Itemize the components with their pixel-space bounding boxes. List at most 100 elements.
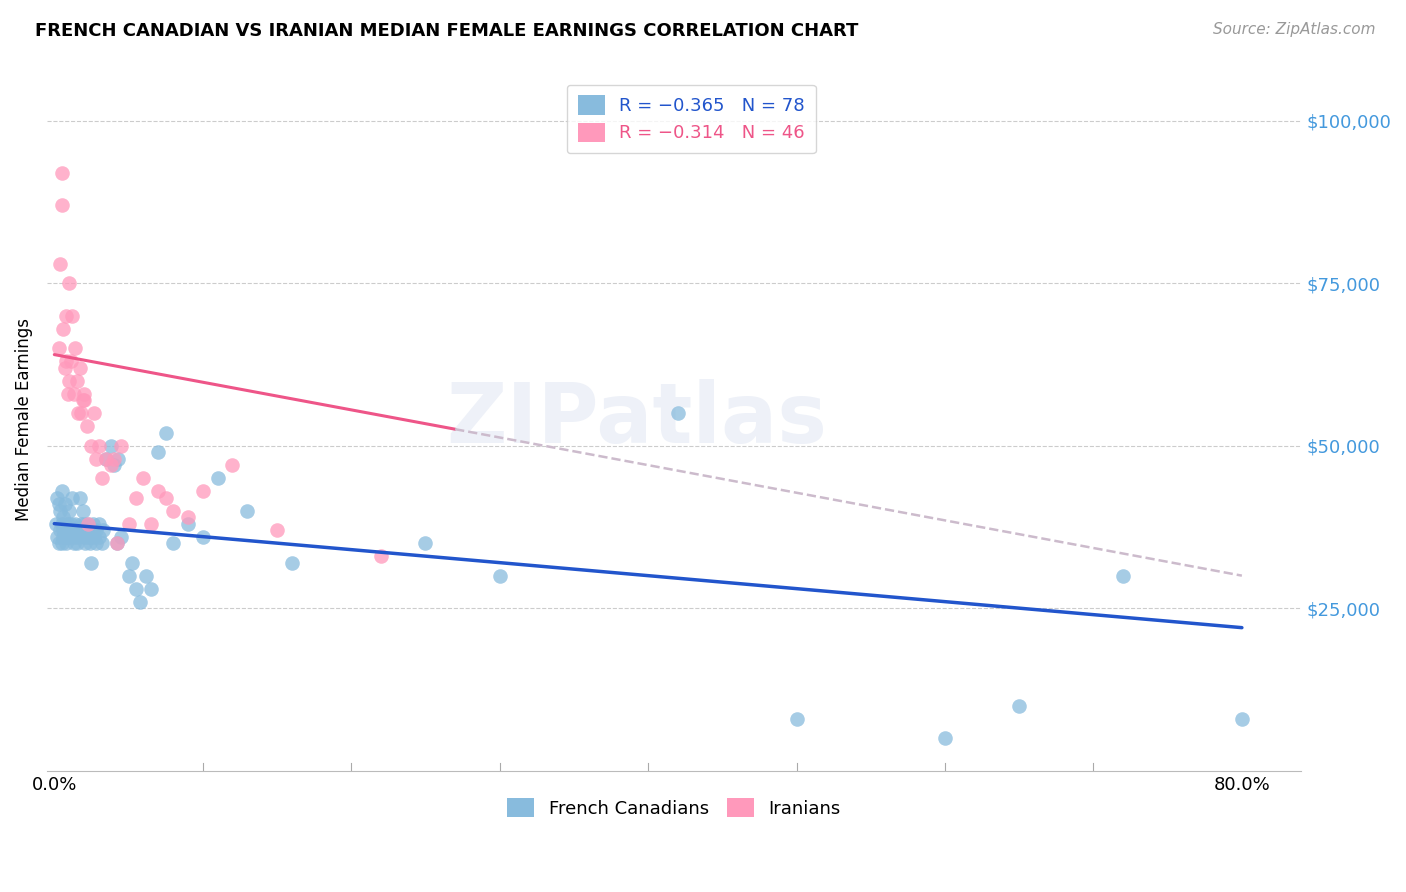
Point xyxy=(148,445,170,459)
Point xyxy=(72,393,94,408)
Point xyxy=(121,556,143,570)
Point xyxy=(155,425,177,440)
Point xyxy=(59,354,82,368)
Point xyxy=(62,536,84,550)
Point xyxy=(70,516,93,531)
Point xyxy=(55,354,77,368)
Point xyxy=(191,484,214,499)
Point xyxy=(117,568,139,582)
Point xyxy=(70,406,93,420)
Point xyxy=(69,491,91,505)
Point xyxy=(58,374,80,388)
Point xyxy=(58,503,80,517)
Point xyxy=(1230,712,1253,726)
Point xyxy=(135,568,157,582)
Point xyxy=(65,536,87,550)
Point xyxy=(82,516,104,531)
Point xyxy=(79,536,101,550)
Point xyxy=(52,523,75,537)
Point xyxy=(129,594,152,608)
Point xyxy=(75,536,97,550)
Point xyxy=(177,516,200,531)
Point xyxy=(69,360,91,375)
Point xyxy=(84,536,107,550)
Point xyxy=(58,530,80,544)
Point xyxy=(62,386,84,401)
Point xyxy=(76,530,98,544)
Point xyxy=(51,484,73,499)
Point xyxy=(105,536,128,550)
Point xyxy=(87,530,110,544)
Point xyxy=(96,451,118,466)
Point xyxy=(60,491,83,505)
Point xyxy=(236,503,259,517)
Point xyxy=(80,556,103,570)
Point xyxy=(63,516,86,531)
Point xyxy=(162,536,184,550)
Point xyxy=(110,530,132,544)
Point xyxy=(103,451,125,466)
Legend: French Canadians, Iranians: French Canadians, Iranians xyxy=(501,790,848,825)
Point xyxy=(266,523,288,537)
Point xyxy=(139,582,162,596)
Point xyxy=(58,276,80,290)
Point xyxy=(77,516,100,531)
Point xyxy=(60,523,83,537)
Point xyxy=(83,406,105,420)
Point xyxy=(52,510,75,524)
Point xyxy=(107,451,129,466)
Point xyxy=(83,530,105,544)
Point xyxy=(46,491,69,505)
Point xyxy=(191,530,214,544)
Point xyxy=(48,341,70,355)
Point xyxy=(90,471,112,485)
Point xyxy=(55,536,77,550)
Point xyxy=(55,530,77,544)
Point xyxy=(51,198,73,212)
Point xyxy=(786,712,808,726)
Point xyxy=(177,510,200,524)
Point xyxy=(63,341,86,355)
Point xyxy=(67,406,90,420)
Point xyxy=(76,523,98,537)
Point xyxy=(117,516,139,531)
Point xyxy=(60,309,83,323)
Point xyxy=(281,556,304,570)
Point xyxy=(53,516,76,531)
Point xyxy=(84,523,107,537)
Point xyxy=(84,451,107,466)
Point xyxy=(80,530,103,544)
Point xyxy=(87,439,110,453)
Point xyxy=(370,549,392,563)
Point xyxy=(488,568,510,582)
Point xyxy=(132,471,155,485)
Point xyxy=(48,536,70,550)
Point xyxy=(53,497,76,511)
Point xyxy=(1008,698,1031,713)
Point xyxy=(125,491,148,505)
Point xyxy=(105,536,128,550)
Point xyxy=(110,439,132,453)
Point xyxy=(45,516,67,531)
Point xyxy=(51,536,73,550)
Point xyxy=(56,386,79,401)
Point xyxy=(90,536,112,550)
Point xyxy=(221,458,243,472)
Point xyxy=(67,523,90,537)
Point xyxy=(62,530,84,544)
Point xyxy=(73,386,96,401)
Point xyxy=(49,523,72,537)
Point xyxy=(100,458,122,472)
Text: ZIPatlas: ZIPatlas xyxy=(446,379,827,460)
Point xyxy=(125,582,148,596)
Point xyxy=(1112,568,1135,582)
Point xyxy=(51,516,73,531)
Point xyxy=(76,419,98,434)
Point xyxy=(148,484,170,499)
Point xyxy=(155,491,177,505)
Point xyxy=(77,516,100,531)
Point xyxy=(49,503,72,517)
Point xyxy=(100,439,122,453)
Point xyxy=(87,516,110,531)
Point xyxy=(415,536,437,550)
